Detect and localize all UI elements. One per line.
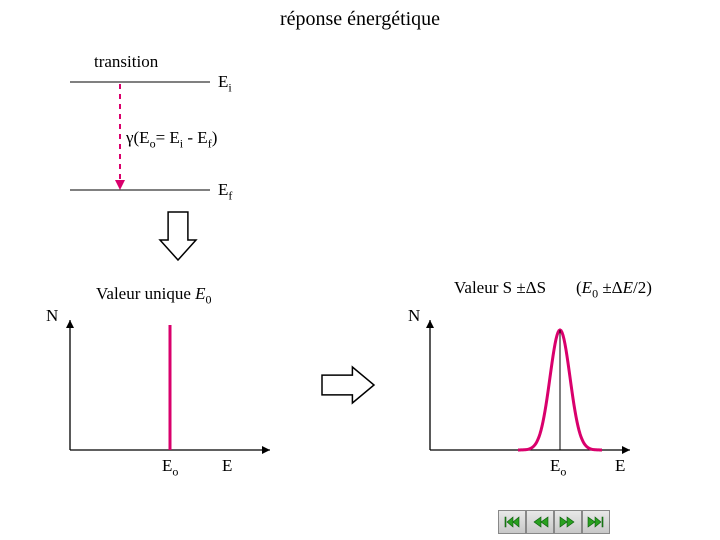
nav-last-button[interactable]: [582, 510, 610, 534]
nav-next-icon: [559, 515, 577, 529]
nav-first-icon: [503, 515, 521, 529]
nav-prev-icon: [531, 515, 549, 529]
right-plot: [0, 0, 720, 540]
nav-next-button[interactable]: [554, 510, 582, 534]
nav-prev-button[interactable]: [526, 510, 554, 534]
nav-first-button[interactable]: [498, 510, 526, 534]
nav-last-icon: [587, 515, 605, 529]
nav-buttons: [498, 510, 610, 534]
